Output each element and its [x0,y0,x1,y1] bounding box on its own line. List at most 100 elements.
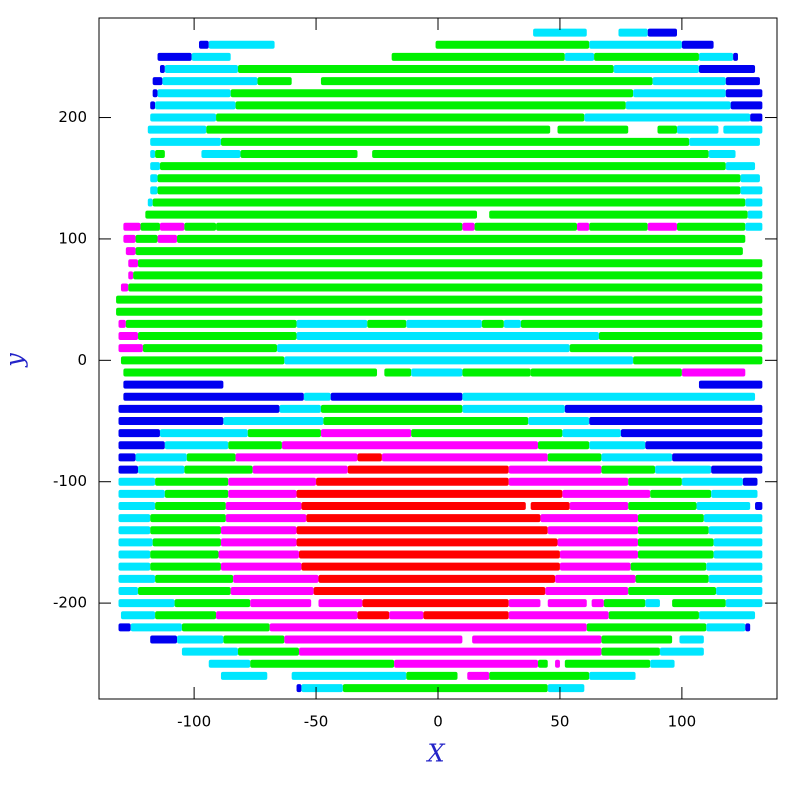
segment [389,611,424,620]
segment [301,684,343,693]
segment [225,501,302,510]
segment [118,526,151,535]
segment [725,77,760,86]
segment [357,611,390,620]
segment [474,222,578,231]
segment [150,113,217,122]
segment [313,586,546,595]
segment [135,234,158,243]
segment [706,623,746,632]
segment [557,538,638,547]
segment [655,465,712,474]
y-axis-label: y [1,353,29,368]
segment [118,477,156,486]
segment [296,332,599,341]
segment [689,137,760,146]
segment [233,574,319,583]
segment [155,611,217,620]
segment [123,380,224,389]
segment [228,441,282,450]
segment [128,259,139,268]
segment [152,198,746,207]
segment [708,149,736,158]
segment [138,332,297,341]
segment [150,149,156,158]
segment [698,52,734,61]
segment [608,611,699,620]
segment [116,307,763,316]
segment [320,404,463,413]
segment [128,283,763,292]
segment [652,77,726,86]
segment [747,210,763,219]
segment [647,28,678,37]
segment [155,101,236,110]
segment [118,489,165,498]
segment [730,101,763,110]
segment [637,550,714,559]
segment [347,465,509,474]
y-tick-label: -100 [53,472,87,490]
segment [725,162,756,171]
segment [198,40,209,49]
y-tick-label: 200 [58,108,87,126]
segment [138,586,231,595]
segment [601,465,656,474]
segment [284,635,463,644]
segment [540,514,638,523]
segment [547,453,602,462]
segment [277,344,570,353]
segment [220,526,297,535]
y-tick-label: -200 [53,594,87,612]
segment [269,623,587,632]
segment [250,659,395,668]
segment [628,477,682,486]
segment [589,671,636,680]
segment [508,611,609,620]
segment [367,319,407,328]
segment [657,125,678,134]
segment [257,77,292,86]
segment [159,429,248,438]
segment [672,453,763,462]
segment [547,599,587,608]
segment [150,174,158,183]
segment [118,332,139,341]
segment [716,586,763,595]
segment [150,186,158,195]
segment [703,514,763,523]
segment [384,368,412,377]
segment [467,671,490,680]
segment [711,489,758,498]
segment [613,64,699,73]
segment [118,344,143,353]
segment [159,222,185,231]
segment [135,247,743,256]
segment [713,550,763,559]
segment [298,550,560,559]
segment [123,368,378,377]
segment [238,64,614,73]
segment [591,599,604,608]
segment [184,465,253,474]
segment [601,635,673,644]
segment [120,611,156,620]
segment [152,89,158,98]
segment [406,319,482,328]
segment [372,149,709,158]
segment [138,465,185,474]
segment [698,380,763,389]
segment [508,465,602,474]
segment [230,586,314,595]
segment [708,526,763,535]
segment [247,429,321,438]
segment [164,441,229,450]
segment [589,40,682,49]
segment [138,259,763,268]
segment [123,222,141,231]
segment [381,453,548,462]
segment [537,659,548,668]
segment [220,137,690,146]
segment [301,562,560,571]
